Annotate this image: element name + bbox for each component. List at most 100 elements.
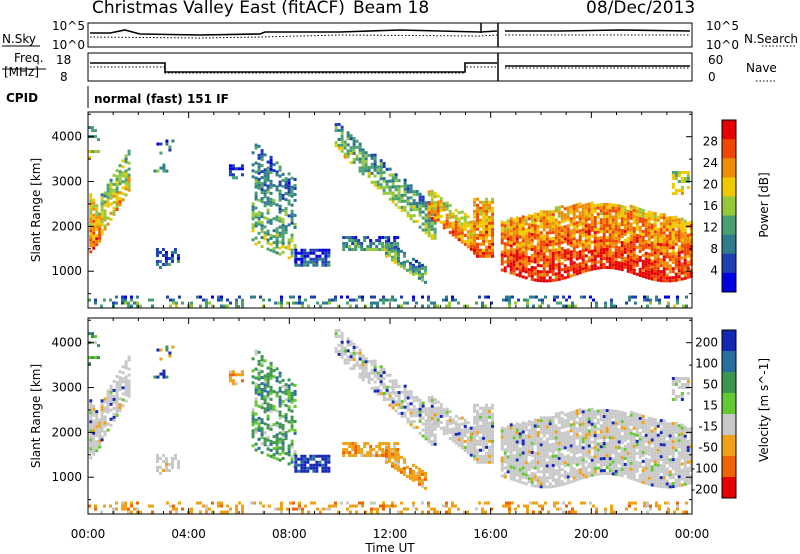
power-cell — [641, 268, 645, 272]
power-cell — [611, 227, 615, 231]
velocity-cell — [408, 470, 412, 474]
power-cell — [500, 223, 504, 227]
power-cell — [290, 212, 294, 216]
velocity-cell — [251, 432, 255, 436]
power-cell — [106, 189, 110, 193]
power-cell — [611, 218, 615, 222]
velocity-cell — [118, 397, 122, 401]
velocity-cell — [644, 448, 648, 452]
power-cell — [620, 235, 624, 239]
velocity-cell — [557, 444, 561, 448]
power-cell — [653, 215, 657, 219]
velocity-cell — [590, 407, 594, 411]
power-cell — [463, 215, 467, 219]
power-cell — [275, 173, 279, 177]
power-cell — [509, 235, 513, 239]
power-cell — [331, 298, 334, 302]
power-cell — [632, 253, 636, 257]
velocity-cell — [469, 447, 473, 451]
power-cell — [566, 275, 570, 279]
power-cell — [121, 171, 125, 175]
velocity-cell — [560, 468, 564, 472]
velocity-cell — [644, 472, 648, 476]
power-cell — [671, 252, 675, 256]
power-cell — [611, 215, 615, 219]
power-cell — [635, 260, 639, 264]
velocity-cell — [515, 461, 519, 465]
velocity-cell — [629, 449, 633, 453]
power-cell — [542, 261, 546, 265]
velocity-cell — [254, 400, 258, 404]
power-cell — [98, 233, 102, 237]
power-cell — [575, 209, 579, 213]
power-cell — [306, 263, 310, 267]
velocity-cell — [647, 452, 651, 456]
velocity-cell — [393, 466, 397, 470]
velocity-cell — [391, 403, 395, 407]
power-cell — [533, 251, 537, 255]
velocity-cell — [605, 417, 609, 421]
power-cell — [491, 248, 495, 252]
velocity-cell — [388, 394, 392, 398]
power-cell — [405, 259, 409, 263]
velocity-cell — [638, 479, 642, 483]
power-cell — [527, 268, 531, 272]
velocity-cell — [393, 448, 397, 452]
velocity-cell — [500, 444, 504, 448]
velocity-cell — [647, 425, 651, 429]
velocity-cell — [611, 412, 615, 416]
velocity-cell — [343, 361, 347, 365]
power-cell — [509, 265, 513, 269]
power-cell — [608, 266, 612, 270]
velocity-cell — [608, 466, 612, 470]
power-cell — [393, 254, 397, 258]
power-cell — [620, 262, 624, 266]
velocity-cell — [340, 340, 344, 344]
power-cell — [500, 262, 504, 266]
power-cell — [581, 228, 585, 232]
velocity-cell — [488, 424, 492, 428]
power-cell — [278, 219, 282, 223]
power-cell — [357, 242, 361, 246]
power-cell — [671, 258, 675, 262]
power-cell — [647, 219, 651, 223]
velocity-cell — [548, 467, 552, 471]
power-cell — [631, 295, 634, 299]
power-cell — [100, 211, 104, 215]
power-cell — [109, 298, 112, 302]
power-cell — [650, 211, 654, 215]
power-cell — [384, 254, 388, 258]
power-cell — [578, 202, 582, 206]
velocity-cell — [581, 416, 585, 420]
power-cell — [584, 242, 588, 246]
velocity-cell — [382, 377, 386, 381]
power-cell — [165, 142, 169, 146]
velocity-cell — [647, 470, 651, 474]
power-cell — [541, 298, 544, 302]
velocity-cell — [376, 374, 380, 378]
power-cell — [251, 211, 255, 215]
velocity-cell — [611, 421, 615, 425]
velocity-cell — [402, 472, 406, 476]
power-cell — [650, 277, 654, 281]
power-cell — [278, 216, 282, 220]
power-cell — [583, 295, 586, 299]
velocity-cell — [530, 462, 534, 466]
velocity-cell — [263, 401, 267, 405]
velocity-cell — [572, 470, 576, 474]
velocity-cell — [260, 394, 264, 398]
power-cell — [278, 198, 282, 202]
velocity-cell — [614, 415, 618, 419]
power-cell — [686, 170, 690, 174]
power-cell — [662, 252, 666, 256]
velocity-cell — [623, 468, 627, 472]
velocity-cell — [448, 410, 452, 414]
power-cell — [121, 295, 124, 299]
power-cell — [159, 142, 163, 146]
velocity-cell — [275, 424, 279, 428]
power-cell — [358, 148, 362, 152]
velocity-cell — [433, 398, 437, 402]
velocity-cell — [608, 418, 612, 422]
velocity-cell — [115, 405, 119, 409]
power-cell — [676, 298, 679, 302]
